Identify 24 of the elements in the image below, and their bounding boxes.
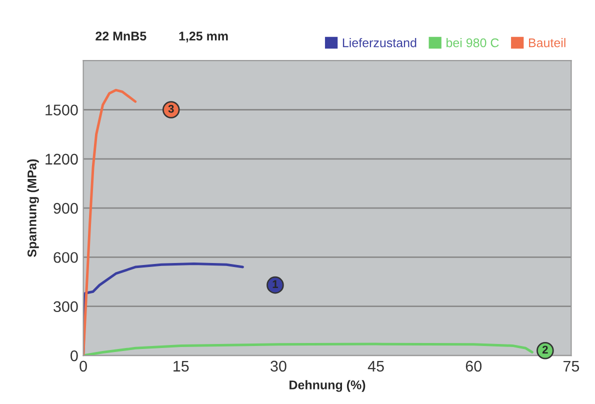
y-tick-label: 1200 [46,154,78,165]
x-tick-label: 60 [466,360,482,372]
x-tick-label: 15 [174,360,189,372]
line-series [83,88,137,356]
y-tick-label: 900 [54,202,78,214]
legend-label: Lieferzustand [342,38,416,48]
y-tick-label: 0 [70,350,78,362]
annotation: 3 [168,104,174,113]
legend-label: Bauteil [529,38,566,48]
chart-subtitle: 1,25 mm [179,32,228,42]
y-axis-title: Spannung (MPa) [27,159,39,257]
annotation: 1 [272,280,278,288]
y-tick-label: 600 [54,252,78,263]
x-tick-label: 45 [368,360,384,372]
x-axis-title: Dehnung (%) [290,380,366,392]
y-tick-label: 300 [54,301,78,312]
x-tick-label: 75 [563,360,580,372]
x-tick-label: 30 [270,360,286,372]
x-tick-label: 0 [80,360,87,372]
chart-title: 22 MnB5 [96,32,146,41]
annotation: 2 [542,346,548,354]
legend-label: bei 980 C [446,38,499,48]
line-series [83,342,534,356]
y-tick-label: 1500 [46,104,78,116]
